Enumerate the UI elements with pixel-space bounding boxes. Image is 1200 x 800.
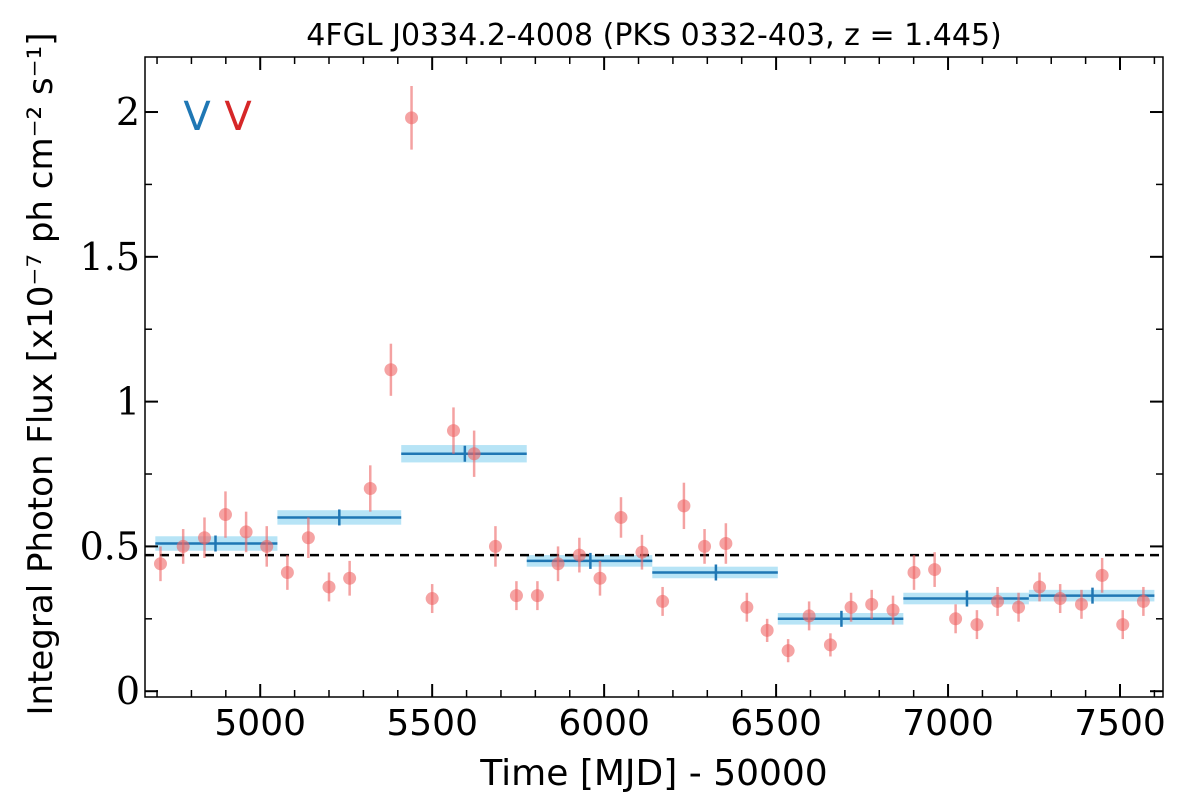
data-point: [467, 447, 481, 461]
data-point: [928, 563, 942, 577]
data-point: [1095, 568, 1109, 582]
data-point: [1116, 618, 1130, 632]
data-point: [239, 525, 253, 539]
data-point: [384, 363, 398, 377]
y-axis-label: Integral Photon Flux [x10⁻⁷ ph cm⁻² s⁻¹]: [21, 32, 61, 715]
y-tick-label: 0.5: [80, 524, 140, 568]
data-point: [197, 531, 211, 545]
data-point: [740, 600, 754, 614]
data-point: [446, 424, 460, 438]
data-point: [991, 594, 1005, 608]
data-point: [509, 589, 523, 603]
plot-frame: [144, 56, 1164, 698]
data-point: [823, 638, 837, 652]
x-tick-label: 7000: [902, 703, 994, 744]
data-point: [802, 609, 816, 623]
data-point: [907, 565, 921, 579]
y-tick-label: 1.5: [80, 235, 140, 279]
event-marker: V: [224, 94, 252, 140]
data-point: [260, 539, 274, 553]
x-tick-label: 6000: [558, 703, 650, 744]
data-point: [614, 510, 628, 524]
x-tick-label: 5500: [386, 703, 478, 744]
data-point: [343, 571, 357, 585]
event-marker: V: [183, 94, 211, 140]
data-point: [153, 557, 167, 571]
data-point: [1053, 592, 1067, 606]
data-point: [280, 565, 294, 579]
y-tick-label: 2: [116, 90, 140, 134]
data-point: [698, 539, 712, 553]
chart-title: 4FGL J0334.2-4008 (PKS 0332-403, z = 1.4…: [306, 18, 1001, 53]
data-point: [949, 612, 963, 626]
data-point: [719, 537, 733, 551]
data-point: [886, 603, 900, 617]
data-point: [1136, 594, 1150, 608]
data-point: [530, 589, 544, 603]
x-axis-label: Time [MJD] - 50000: [479, 753, 827, 794]
data-point: [218, 508, 232, 522]
data-point: [760, 623, 774, 637]
data-point: [844, 600, 858, 614]
x-tick-label: 7500: [1074, 703, 1166, 744]
data-point: [865, 597, 879, 611]
data-point: [656, 594, 670, 608]
data-point: [363, 481, 377, 495]
y-tick-labels: 0 0.5 1 1.5 2: [80, 90, 140, 713]
x-tick-label: 5000: [214, 703, 306, 744]
data-point: [1012, 600, 1026, 614]
data-point: [488, 539, 502, 553]
data-point: [425, 592, 439, 606]
data-point: [1074, 597, 1088, 611]
data-point: [301, 531, 315, 545]
data-point: [322, 580, 336, 594]
y-tick-label: 1: [116, 380, 140, 424]
data-point: [176, 539, 190, 553]
y-tick-label: 0: [116, 669, 140, 713]
data-point: [1033, 580, 1047, 594]
data-point: [593, 571, 607, 585]
data-point: [551, 557, 565, 571]
data-point: [405, 111, 419, 125]
x-tick-labels: 5000 5500 6000 6500 7000 7500: [214, 703, 1165, 744]
data-point: [781, 644, 795, 658]
data-point: [677, 499, 691, 513]
x-tick-label: 6500: [730, 703, 822, 744]
data-point: [572, 548, 586, 562]
data-point: [970, 618, 984, 632]
data-point: [635, 545, 649, 559]
